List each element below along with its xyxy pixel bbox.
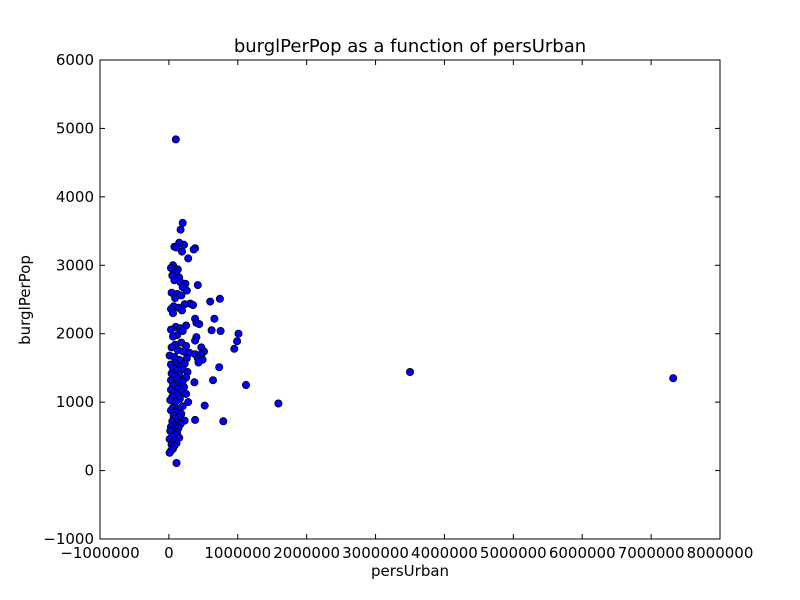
y-tick-label: 0 [84, 462, 94, 480]
y-tick-label: 1000 [56, 393, 94, 411]
data-point [177, 247, 186, 256]
data-point [215, 294, 224, 303]
data-point [216, 326, 225, 335]
plot-area [100, 60, 720, 539]
x-axis-ticks: −1000000 0 1000000 2000000 3000000 4000000 500… [60, 60, 753, 562]
data-point [191, 415, 200, 424]
data-point [234, 329, 243, 338]
data-point [195, 320, 204, 329]
data-point [184, 254, 193, 263]
data-point [168, 332, 177, 341]
data-point [189, 245, 198, 254]
data-point [171, 294, 180, 303]
x-tick-label: 0 [164, 544, 174, 562]
data-point [193, 281, 202, 290]
data-point [669, 374, 678, 383]
data-point [172, 458, 181, 467]
data-point [233, 337, 242, 346]
data-point [188, 300, 197, 309]
data-point [215, 363, 224, 372]
x-tick-label: 7000000 [618, 544, 685, 562]
x-tick-label: 5000000 [480, 544, 547, 562]
chart-title: burglPerPop as a function of persUrban [234, 36, 586, 57]
data-point [200, 401, 209, 410]
data-point [171, 135, 180, 144]
data-point [241, 380, 250, 389]
data-point [194, 358, 203, 367]
data-point [206, 297, 215, 306]
data-point [274, 399, 283, 408]
data-point [207, 326, 216, 335]
y-tick-label: 2000 [56, 325, 94, 343]
x-axis-label: persUrban [371, 562, 449, 580]
y-tick-label: 3000 [56, 256, 94, 274]
y-tick-label: 5000 [56, 119, 94, 137]
data-point [405, 367, 414, 376]
data-point [182, 389, 191, 398]
data-point [168, 309, 177, 318]
data-point [166, 325, 175, 334]
y-tick-label: −1000 [43, 530, 94, 548]
x-tick-label: −1000000 [60, 544, 139, 562]
x-tick-label: 8000000 [687, 544, 754, 562]
y-tick-label: 6000 [56, 51, 94, 69]
data-point [182, 286, 191, 295]
data-points [165, 135, 678, 467]
data-point [191, 336, 200, 345]
data-point [177, 306, 186, 315]
data-point [165, 448, 174, 457]
data-point [172, 243, 181, 252]
data-point [230, 344, 239, 353]
y-axis-label: burglPerPop [16, 255, 34, 345]
plot-frame [99, 59, 721, 540]
y-tick-label: 4000 [56, 188, 94, 206]
x-tick-label: 2000000 [273, 544, 340, 562]
data-point [208, 376, 217, 385]
data-point [178, 326, 187, 335]
y-axis-ticks: −1000 0 1000 2000 3000 4000 5000 6000 [43, 51, 720, 548]
data-point [219, 417, 228, 426]
x-tick-label: 4000000 [411, 544, 478, 562]
data-point [184, 398, 193, 407]
data-point [210, 314, 219, 323]
data-point [190, 378, 199, 387]
x-tick-label: 1000000 [204, 544, 271, 562]
x-tick-label: 3000000 [342, 544, 409, 562]
x-tick-label: 6000000 [549, 544, 616, 562]
data-point [178, 218, 187, 227]
data-point [176, 225, 185, 234]
